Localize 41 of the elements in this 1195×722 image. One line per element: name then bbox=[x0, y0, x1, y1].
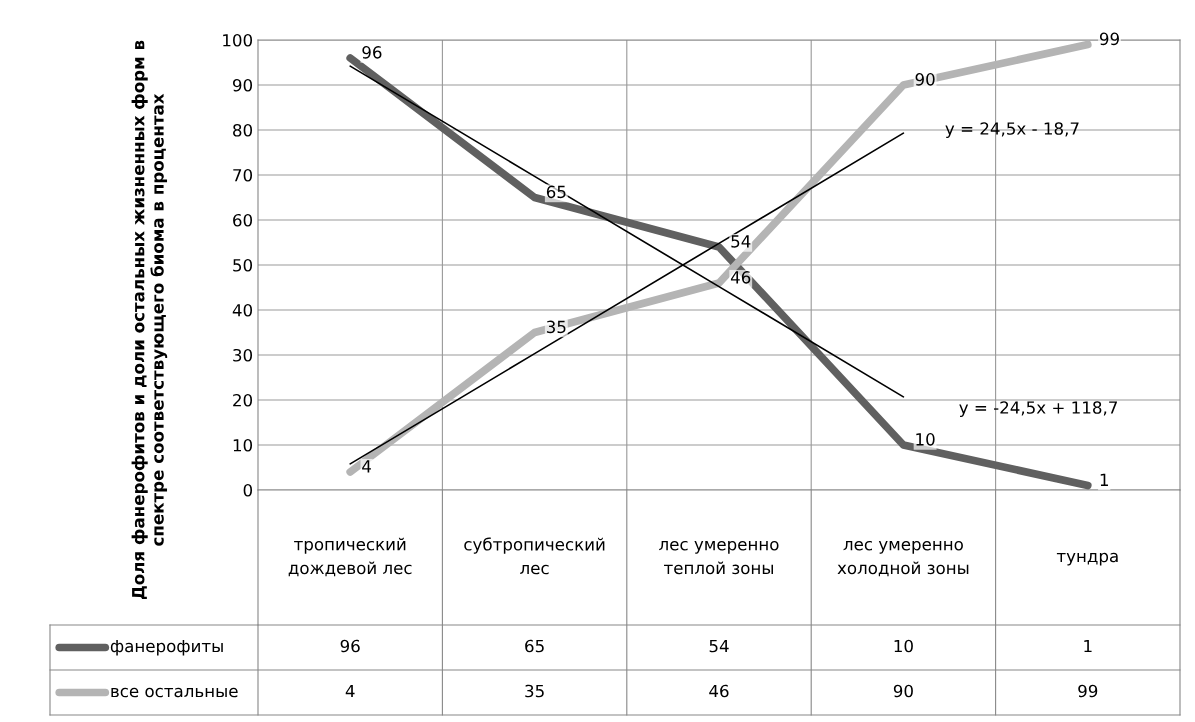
annotation: 90 bbox=[915, 73, 935, 86]
y-axis-title: Доля фанерофитов и доли остальных жизненных форм в спектре соответствующего биома в процентах bbox=[131, 40, 168, 600]
legend-label: фанерофиты bbox=[110, 639, 223, 656]
data-label: 90 bbox=[893, 684, 913, 698]
annotation: 99 bbox=[1099, 32, 1119, 46]
annotation: 96 bbox=[362, 46, 382, 59]
x-tick-label: тропический дождевой лес bbox=[288, 537, 412, 577]
data-label: 4 bbox=[345, 684, 355, 698]
y-tick-label: 90 bbox=[232, 78, 253, 92]
annotation: 54 bbox=[731, 235, 751, 248]
y-tick-label: 100 bbox=[223, 33, 253, 47]
y-tick-label: 40 bbox=[232, 303, 253, 317]
data-label: 35 bbox=[525, 684, 544, 698]
data-label: 10 bbox=[894, 639, 913, 653]
y-tick-label: 10 bbox=[233, 438, 253, 452]
data-label: 1 bbox=[1084, 639, 1092, 653]
y-tick-label: 20 bbox=[233, 393, 253, 407]
x-tick-label: тундра bbox=[1056, 552, 1118, 566]
data-label: 46 bbox=[709, 684, 729, 698]
x-tick-label: лес умеренно теплой зоны bbox=[659, 540, 779, 575]
x-tick-label: субтропический лес bbox=[464, 537, 605, 575]
data-label: 54 bbox=[709, 639, 729, 653]
annotation: 35 bbox=[546, 320, 566, 334]
annotation: 10 bbox=[916, 433, 935, 446]
annotation: 46 bbox=[730, 271, 751, 284]
y-tick-label: 70 bbox=[233, 168, 253, 182]
x-tick-label: лес умеренно холодной зоны bbox=[837, 540, 969, 577]
annotation: y = 24,5x - 18,7 bbox=[945, 122, 1079, 139]
annotation: 4 bbox=[362, 460, 371, 473]
legend-label: все остальные bbox=[111, 687, 238, 698]
y-tick-label: 80 bbox=[233, 123, 253, 137]
annotation: 1 bbox=[1100, 473, 1108, 486]
y-tick-label: 50 bbox=[233, 258, 253, 272]
y-tick-label: 60 bbox=[233, 213, 253, 227]
annotation: 65 bbox=[546, 185, 566, 199]
data-label: 96 bbox=[340, 639, 360, 653]
annotation: y = -24,5x + 118,7 bbox=[959, 401, 1117, 418]
y-tick-label: 0 bbox=[243, 483, 253, 497]
data-label: 65 bbox=[525, 639, 544, 653]
data-label: 99 bbox=[1078, 684, 1098, 698]
y-tick-label: 30 bbox=[233, 348, 253, 362]
